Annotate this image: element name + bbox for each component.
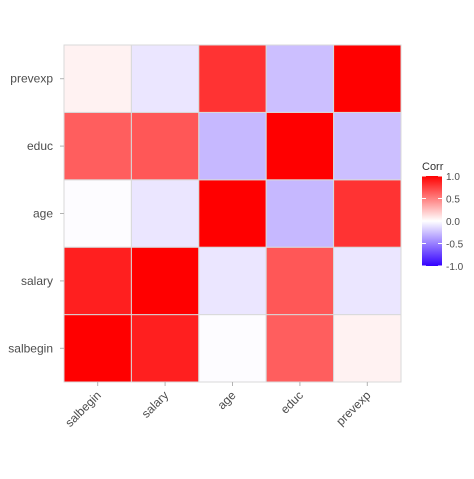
- heatmap-tile: [63, 111, 132, 181]
- x-tick-label: educ: [278, 388, 306, 416]
- heatmap-tile: [198, 44, 267, 113]
- heatmap-tile: [198, 111, 267, 181]
- x-tick-label: age: [215, 388, 239, 412]
- x-tick-label: salbegin: [62, 388, 104, 430]
- heatmap-tile: [130, 179, 200, 248]
- heatmap-tile: [333, 314, 402, 383]
- heatmap-tile: [265, 179, 335, 248]
- heatmap-tile: [63, 246, 132, 316]
- legend-tick-label: -0.5: [446, 240, 464, 251]
- heatmap-tile: [130, 246, 200, 316]
- heatmap-tile: [63, 179, 132, 248]
- heatmap-tile: [130, 314, 200, 383]
- heatmap-tile: [333, 179, 402, 248]
- heatmap-tile: [333, 246, 402, 316]
- heatmap-tile: [198, 246, 267, 316]
- legend-tick-label: 1.0: [446, 172, 460, 183]
- legend-tick-label: 0.0: [446, 217, 460, 228]
- legend-title: Corr: [422, 161, 444, 173]
- heatmap-tile: [333, 44, 402, 113]
- heatmap-tile: [130, 44, 200, 113]
- legend-tick-label: -1.0: [446, 262, 464, 273]
- legend-tick-label: 0.5: [446, 195, 460, 206]
- heatmap-tile: [130, 111, 200, 181]
- heatmap-tile: [63, 44, 132, 113]
- y-tick-label: salbegin: [8, 341, 53, 355]
- y-tick-label: prevexp: [10, 72, 53, 86]
- heatmap-tile: [265, 111, 335, 181]
- x-tick-label: prevexp: [333, 388, 373, 428]
- y-tick-label: age: [33, 207, 53, 221]
- heatmap-tile: [265, 44, 335, 113]
- heatmap-tile: [63, 314, 132, 383]
- y-tick-label: educ: [27, 139, 53, 153]
- heatmap-tile: [265, 314, 335, 383]
- heatmap-tile: [198, 314, 267, 383]
- legend-colorbar: [422, 176, 442, 266]
- heatmap-tile: [333, 111, 402, 181]
- x-tick-label: salary: [139, 388, 172, 421]
- y-tick-label: salary: [21, 274, 53, 288]
- heatmap-tile: [265, 246, 335, 316]
- heatmap-tile: [198, 179, 267, 248]
